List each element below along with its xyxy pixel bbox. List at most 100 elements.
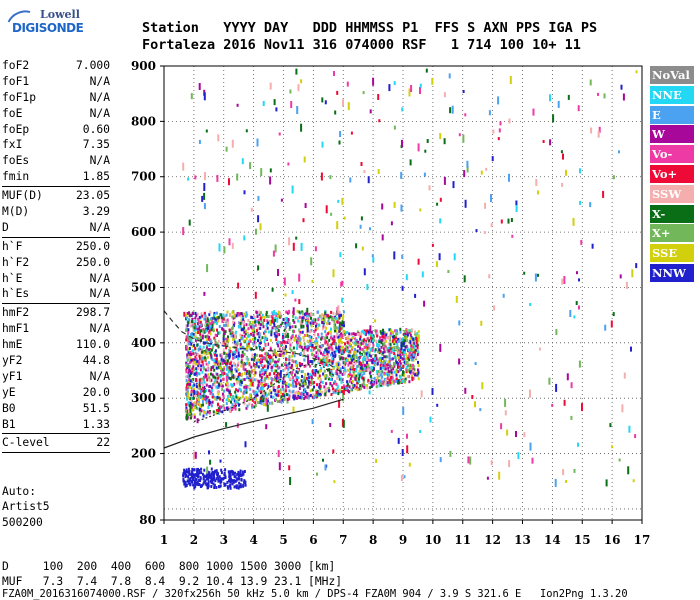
- echo-point: [185, 364, 187, 368]
- echo-point: [190, 393, 193, 397]
- echo-point: [209, 401, 211, 404]
- echo-point: [286, 332, 289, 336]
- echo-point: [394, 356, 397, 360]
- echo-point: [328, 345, 331, 349]
- echo-point: [260, 354, 263, 358]
- echo-point: [195, 373, 198, 377]
- echo-point: [228, 348, 231, 352]
- echo-point: [270, 333, 273, 337]
- echo-point: [288, 465, 291, 471]
- echo-point: [210, 378, 213, 382]
- param-name: D: [2, 220, 9, 234]
- echo-point: [282, 368, 285, 372]
- echo-point: [333, 350, 336, 354]
- echo-point: [193, 343, 196, 347]
- echo-point: [331, 337, 334, 341]
- echo-point: [380, 366, 383, 370]
- echo-point: [277, 392, 280, 396]
- echo-point: [339, 321, 342, 325]
- x-tick-label: 4: [249, 533, 257, 547]
- echo-point: [295, 334, 297, 338]
- echo-point: [635, 70, 638, 74]
- echo-point: [329, 315, 332, 319]
- echo-point: [266, 374, 269, 378]
- echo-point: [202, 482, 205, 486]
- echo-point: [259, 401, 262, 404]
- echo-point: [389, 333, 392, 337]
- echo-point: [350, 381, 353, 385]
- echo-point: [576, 271, 578, 275]
- echo-point: [352, 373, 355, 377]
- echo-point: [212, 365, 214, 369]
- echo-point: [258, 344, 260, 348]
- echo-point: [186, 375, 189, 379]
- echo-point: [310, 348, 313, 352]
- echo-point: [448, 73, 451, 79]
- echo-point: [295, 236, 298, 240]
- echo-point: [393, 201, 396, 208]
- echo-point: [290, 338, 292, 342]
- echo-point: [325, 347, 328, 351]
- echo-point: [350, 338, 353, 342]
- echo-point: [342, 393, 345, 402]
- echo-point: [222, 373, 225, 377]
- echo-point: [203, 351, 206, 355]
- param-name: yF1: [2, 369, 23, 383]
- echo-point: [232, 376, 235, 380]
- echo-point: [188, 397, 191, 401]
- echo-point: [243, 470, 246, 473]
- echo-point: [219, 484, 222, 488]
- echo-point: [412, 369, 415, 373]
- echo-point: [508, 118, 511, 124]
- param-fof2: foF2 7.000: [2, 58, 110, 74]
- echo-point: [251, 405, 254, 409]
- param-name: foEp: [2, 122, 30, 136]
- echo-point: [188, 338, 191, 342]
- echo-point: [261, 394, 264, 398]
- echo-point: [421, 271, 424, 278]
- echo-point: [259, 223, 262, 231]
- echo-point: [340, 334, 343, 338]
- echo-point: [349, 177, 352, 183]
- echo-point: [255, 378, 258, 382]
- echo-point: [211, 392, 214, 396]
- legend-ssw: SSW: [650, 184, 694, 203]
- echo-point: [233, 314, 236, 318]
- echo-point: [201, 400, 204, 404]
- echo-point: [209, 459, 212, 465]
- echo-point: [579, 200, 582, 205]
- echo-point: [192, 389, 194, 393]
- echo-point: [190, 342, 193, 346]
- echo-point: [393, 349, 395, 353]
- echo-point: [251, 403, 254, 407]
- echo-point: [419, 208, 422, 212]
- echo-point: [262, 366, 264, 370]
- echo-point: [191, 408, 194, 412]
- echo-point: [301, 379, 304, 383]
- echo-point: [353, 350, 355, 354]
- echo-point: [342, 361, 345, 365]
- echo-point: [358, 369, 361, 373]
- echo-point: [232, 316, 235, 320]
- echo-point: [359, 346, 362, 350]
- echo-point: [301, 370, 304, 374]
- echo-point: [202, 363, 205, 367]
- echo-point: [311, 419, 314, 425]
- echo-point: [269, 358, 272, 362]
- echo-point: [220, 355, 223, 359]
- echo-point: [205, 346, 208, 350]
- echo-point: [304, 334, 307, 337]
- echo-point: [359, 387, 362, 391]
- echo-point: [377, 169, 380, 174]
- echo-point: [368, 338, 370, 342]
- echo-point: [335, 326, 338, 330]
- echo-point: [436, 202, 439, 206]
- echo-point: [192, 468, 195, 472]
- echo-point: [331, 317, 334, 321]
- echo-point: [331, 342, 334, 345]
- echo-point: [598, 126, 601, 133]
- echo-point: [274, 312, 277, 316]
- echo-point: [200, 354, 203, 358]
- echo-point: [284, 325, 287, 329]
- echo-point: [363, 386, 366, 389]
